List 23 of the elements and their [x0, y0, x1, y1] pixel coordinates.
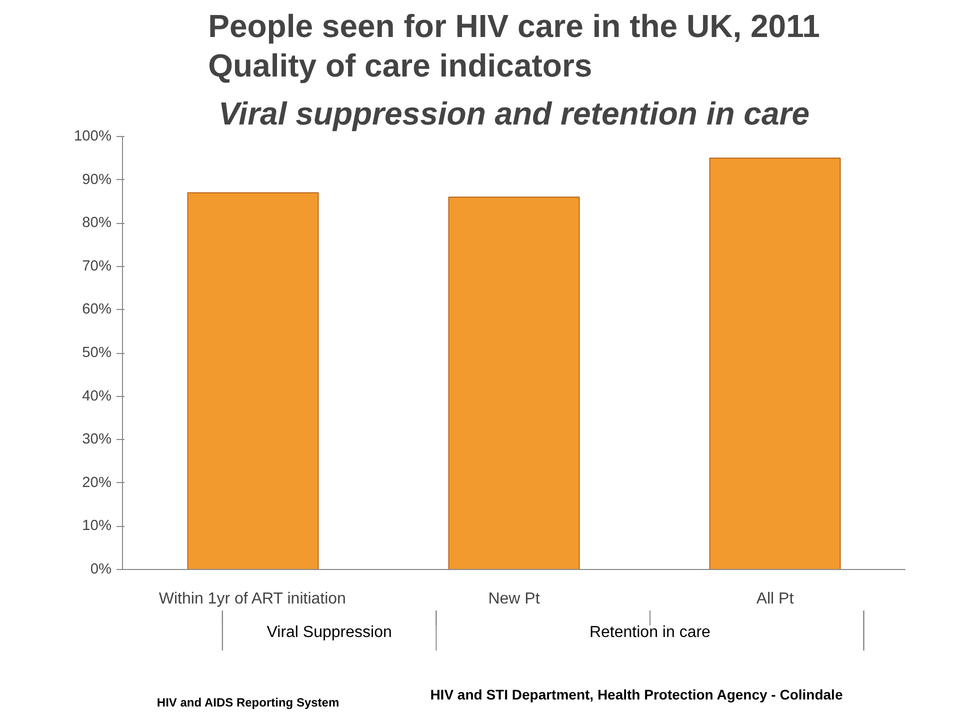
y-tick-label: 10%	[82, 518, 112, 534]
y-tick-label: 40%	[82, 388, 112, 404]
y-tick-label: 50%	[82, 345, 112, 361]
text: Retention in care	[589, 624, 711, 641]
bar	[448, 196, 580, 570]
text: Viral Suppression	[266, 624, 392, 641]
y-tick-label: 70%	[82, 258, 112, 274]
bar	[709, 158, 841, 570]
y-tick-label: 30%	[82, 432, 112, 448]
y-tick-label: 0%	[90, 562, 112, 578]
text: HIV and AIDS Reporting System	[156, 696, 340, 710]
chart-subtitle: Viral suppression and retention in care	[218, 96, 810, 132]
y-tick-label: 20%	[82, 474, 112, 491]
x-tick-label: New Pt	[488, 590, 540, 608]
chart-title: People seen for HIV care in the UK, 2011 Quality of care indicators	[208, 8, 820, 84]
x-tick-label: Within 1yr of ART initiation	[158, 590, 346, 608]
bar	[187, 192, 319, 570]
y-tick-label: 80%	[82, 215, 112, 232]
y-tick-label: 90%	[82, 172, 112, 188]
x-tick-label: All Pt	[756, 590, 794, 608]
text: HIV and STI Department, Health Protection Agency - Colindale	[430, 686, 843, 702]
y-tick-label: 100%	[74, 128, 112, 144]
y-tick-label: 60%	[82, 302, 112, 318]
